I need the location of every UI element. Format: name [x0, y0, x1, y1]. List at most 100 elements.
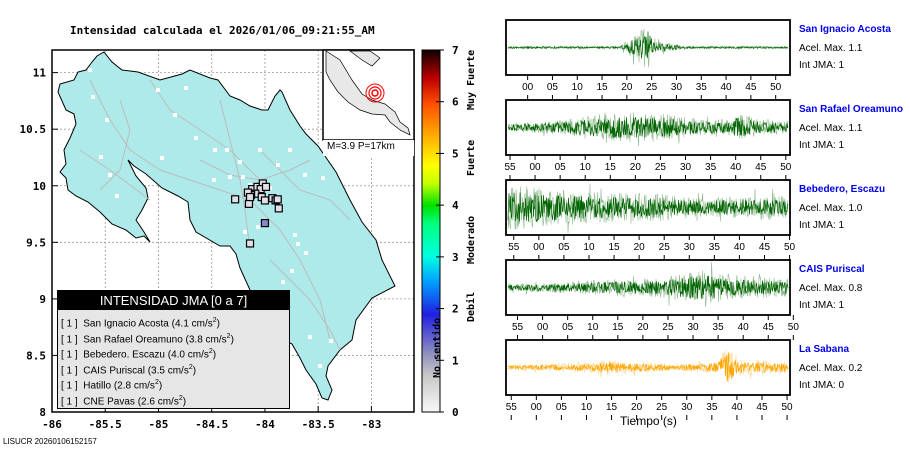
station-name[interactable]: La Sabana [799, 344, 850, 355]
legend-station-text: Bebedero. Escazu (4.0 cm/s [83, 349, 209, 361]
legend-station-text: Hatillo (2.8 cm/s [83, 380, 155, 392]
inset-landmass [325, 50, 411, 136]
station-dot [304, 251, 308, 255]
station-dot [303, 173, 307, 177]
time-tick-label: 35 [709, 242, 721, 253]
reporting-station-marker[interactable] [273, 195, 282, 204]
waveform-panel: 55 00 05 10 15 20 25 30 35 40 45 50 [504, 99, 792, 180]
time-tick-label: 00 [537, 322, 549, 333]
legend-close-paren: ) [182, 395, 187, 407]
legend-unit-exponent: 2 [208, 348, 213, 355]
reporting-station-marker[interactable] [245, 239, 255, 248]
time-tick-label: 25 [656, 402, 668, 413]
reporting-station-marker[interactable] [245, 192, 255, 202]
time-tick-label: 00 [530, 162, 542, 173]
jma-colorbar: 0 1 2 3 4 5 6 7 [421, 44, 459, 419]
legend-row: [ 1 ] CAIS Puriscal (3.5 cm/s2) [58, 360, 289, 376]
station-name[interactable]: San Rafael Oreamuno [799, 104, 903, 115]
station-dot [212, 178, 216, 182]
time-tick-label: 35 [706, 402, 718, 413]
station-name[interactable]: San Ignacio Acosta [799, 24, 891, 35]
time-tick-label: 25 [646, 82, 658, 93]
waveform-panel: 55 00 05 10 15 20 25 30 35 40 45 50 [505, 339, 794, 420]
station-dot [213, 148, 217, 152]
station-label-block: CAIS Puriscal Acel. Max. 0.8 Int JMA: 1 [799, 264, 865, 311]
reporting-station-marker[interactable] [260, 218, 270, 228]
station-int-jma: Int JMA: 0 [799, 380, 845, 391]
time-tick-label: 30 [681, 402, 693, 413]
colorbar-tick-label: 6 [452, 96, 459, 109]
legend-jma-value: [ 1 ] [61, 349, 78, 361]
reporting-station-marker[interactable] [231, 195, 240, 204]
station-dot [281, 280, 285, 284]
road-network [79, 79, 351, 351]
station-dot [296, 242, 300, 246]
x-tick-label: -86 [42, 418, 62, 431]
x-tick-label: -83 [361, 418, 381, 431]
colorbar-label-muy-fuerte: Muy Fuerte [466, 49, 477, 110]
x-tick-label: -85.5 [89, 418, 122, 431]
station-label-block: Bebedero, Escazu Acel. Max. 1.0 Int JMA:… [799, 184, 885, 231]
time-tick-label: 30 [671, 82, 683, 93]
station-int-jma: Int JMA: 1 [799, 220, 845, 231]
time-tick-label: 50 [782, 402, 794, 413]
time-tick-label: 40 [730, 162, 742, 173]
station-dot [321, 176, 325, 180]
legend-jma-value: [ 1 ] [61, 333, 78, 345]
map-y-ticks: 8 8.5 9 9.5 10 10.5 11 [20, 67, 58, 419]
legend-unit-exponent: 2 [154, 379, 159, 386]
legend-close-paren: ) [216, 318, 221, 330]
time-tick-label: 55 [506, 402, 518, 413]
time-tick-label: 05 [556, 402, 568, 413]
waveform-panel: 00 05 10 15 20 25 30 35 40 45 50 [505, 19, 791, 100]
station-label-block: La Sabana Acel. Max. 0.2 Int JMA: 0 [799, 344, 862, 391]
reporting-station-marker[interactable] [274, 204, 283, 213]
station-dot [276, 163, 280, 167]
time-tick-label: 50 [770, 82, 782, 93]
station-acel-max: Acel. Max. 1.1 [799, 43, 863, 54]
legend-station-text: CNE Pavas (2.6 cm/s [83, 395, 179, 407]
reporting-station-marker[interactable] [244, 199, 254, 208]
x-tick-label: -84 [255, 418, 275, 431]
station-dot [99, 155, 103, 159]
waveform-trace [507, 192, 789, 223]
legend-unit-exponent: 2 [188, 363, 193, 371]
map-title: Intensidad calculada el 2026/01/06_09:21… [70, 24, 375, 37]
station-acel-max: Acel. Max. 1.1 [799, 123, 863, 134]
time-tick-label: 30 [687, 322, 699, 333]
reporting-station-marker[interactable] [261, 182, 271, 191]
colorbar-tick-label: 0 [452, 406, 459, 419]
legend-row: [ 1 ] San Rafael Oreamuno (3.8 cm/s2) [58, 329, 289, 345]
station-dot [108, 173, 112, 177]
station-dot [248, 183, 252, 187]
legend-unit-exponent: 2 [212, 317, 217, 324]
time-tick-label: 15 [596, 82, 608, 93]
waveform-trace-light [507, 350, 789, 384]
y-tick-label: 10.5 [20, 123, 47, 136]
reporting-station-marker[interactable] [260, 196, 270, 205]
legend-row: [ 1 ] Hatillo (2.8 cm/s2) [58, 375, 289, 391]
waveform-trace [507, 117, 789, 138]
colorbar-ticks: 0 1 2 3 4 5 6 7 [436, 44, 459, 419]
station-acel-max: Acel. Max. 0.8 [799, 283, 863, 294]
station-name[interactable]: Bebedero, Escazu [799, 184, 886, 195]
colorbar-label-fuerte: Fuerte [466, 139, 477, 176]
time-tick-label: 40 [731, 402, 743, 413]
legend-jma-value: [ 1 ] [61, 364, 78, 376]
station-dot [184, 86, 188, 90]
inset-label: M=3.9 P=17km [327, 141, 395, 152]
time-tick-label: 20 [621, 82, 633, 93]
intensity-legend: INTENSIDAD JMA [0 a 7] [ 1 ] San Ignacio… [57, 290, 290, 409]
station-dot [256, 225, 260, 229]
footer-id: LISUCR 20260106152157 [3, 437, 97, 446]
station-dot [318, 364, 322, 368]
time-tick-label: 10 [581, 402, 593, 413]
station-dot [115, 194, 119, 198]
time-tick-label: 55 [512, 322, 524, 333]
station-name[interactable]: CAIS Puriscal [799, 264, 865, 275]
station-label-block: San Ignacio Acosta Acel. Max. 1.1 Int JM… [799, 24, 891, 71]
colorbar-tick-label: 2 [452, 303, 459, 316]
time-tick-label: 00 [522, 82, 534, 93]
time-tick-label: 25 [662, 322, 674, 333]
station-dot [225, 148, 229, 152]
